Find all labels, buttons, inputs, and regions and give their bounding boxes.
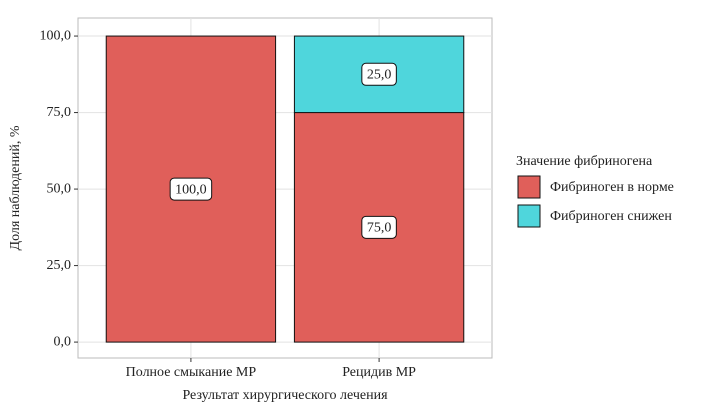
x-axis-title: Результат хирургического лечения [182,388,388,403]
y-tick-label: 100,0 [40,28,72,43]
y-axis-title: Доля наблюдений, % [8,125,23,250]
value-label-box [361,215,397,239]
value-label-box [169,177,213,201]
value-label-box [361,62,397,86]
legend-label: Фибриноген в норме [550,180,674,195]
y-tick-label: 50,0 [47,181,72,196]
legend-key [517,204,541,228]
value-label: 25,0 [367,68,392,83]
value-label: 75,0 [367,221,392,236]
y-tick-label: 25,0 [47,258,72,273]
y-tick-label: 75,0 [47,105,72,120]
y-tick-label: 0,0 [54,334,72,349]
x-tick-label: Рецидив МР [342,365,416,380]
legend-label: Фибриноген снижен [550,209,672,224]
legend-title: Значение фибриногена [516,154,653,169]
x-tick-label: Полное смыкание МР [126,365,257,380]
legend-key [517,175,541,199]
value-label: 100,0 [175,182,207,197]
